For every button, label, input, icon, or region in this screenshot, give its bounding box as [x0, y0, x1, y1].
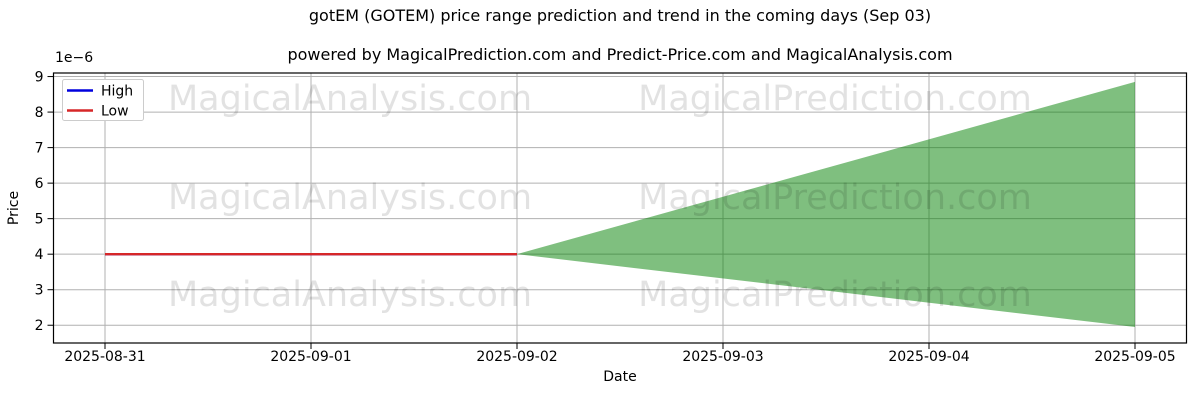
legend-label-low: Low: [101, 104, 129, 120]
legend: High Low: [62, 79, 144, 121]
chart-title: gotEM (GOTEM) price range prediction and…: [309, 6, 931, 25]
prediction-band-layer: [517, 81, 1135, 328]
x-tick-label: 2025-09-01: [270, 349, 351, 365]
chart-subtitle: powered by MagicalPrediction.com and Pre…: [287, 45, 952, 64]
y-axis-label: Price: [6, 191, 22, 225]
y-tick-label: 3: [35, 283, 44, 299]
x-tick-label: 2025-09-04: [888, 349, 969, 365]
watermark-layer: MagicalAnalysis.com MagicalPrediction.com…: [168, 79, 1032, 315]
y-tick-label: 8: [35, 105, 44, 121]
watermark-text: MagicalPrediction.com: [638, 79, 1032, 119]
y-tick-label: 6: [35, 176, 44, 192]
watermark-text: MagicalPrediction.com: [638, 178, 1032, 218]
axis-layer: 2025-08-31 2025-09-01 2025-09-02 2025-09-03…: [35, 70, 1176, 365]
x-tick-label: 2025-09-02: [476, 349, 557, 365]
x-axis-label: Date: [603, 369, 636, 385]
watermark-text: MagicalAnalysis.com: [168, 275, 532, 315]
x-tick-label: 2025-09-05: [1094, 349, 1175, 365]
y-tick-label: 2: [35, 318, 44, 334]
watermark-text: MagicalAnalysis.com: [168, 178, 532, 218]
y-tick-label: 5: [35, 212, 44, 228]
watermark-text: MagicalPrediction.com: [638, 275, 1032, 315]
plot-border: [52, 72, 1188, 344]
prediction-band: [517, 81, 1135, 328]
x-tick-label: 2025-09-03: [682, 349, 763, 365]
y-tick-label: 7: [35, 141, 44, 157]
watermark-text: MagicalAnalysis.com: [168, 79, 532, 119]
y-tick-label: 9: [35, 70, 44, 86]
y-tick-label: 4: [35, 247, 44, 263]
x-tick-label: 2025-08-31: [64, 349, 145, 365]
y-axis-offset-label: 1e−6: [55, 50, 93, 66]
legend-label-high: High: [101, 84, 133, 100]
